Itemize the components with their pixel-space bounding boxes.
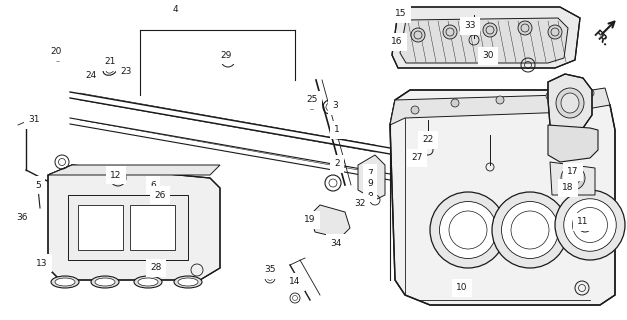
Text: 32: 32 [354, 199, 366, 209]
Ellipse shape [91, 276, 119, 288]
Circle shape [548, 25, 562, 39]
Ellipse shape [55, 278, 75, 286]
Polygon shape [310, 205, 350, 238]
Circle shape [502, 202, 559, 259]
Circle shape [561, 166, 585, 190]
Ellipse shape [138, 278, 158, 286]
Text: 10: 10 [456, 284, 468, 292]
Polygon shape [392, 7, 580, 68]
Circle shape [555, 190, 625, 260]
Text: 24: 24 [85, 70, 97, 79]
Bar [68, 195, 188, 260]
Text: 29: 29 [220, 51, 232, 60]
Circle shape [586, 89, 594, 97]
Circle shape [566, 171, 580, 185]
Text: 33: 33 [464, 21, 476, 30]
Bar [130, 205, 175, 250]
Text: 23: 23 [120, 68, 132, 76]
Text: FR.: FR. [591, 28, 611, 48]
Ellipse shape [174, 276, 202, 288]
Ellipse shape [561, 93, 579, 113]
Text: 2: 2 [334, 159, 340, 169]
Polygon shape [358, 155, 385, 200]
Circle shape [443, 25, 457, 39]
Bar [78, 205, 123, 250]
Text: 35: 35 [264, 266, 276, 275]
Polygon shape [548, 125, 598, 162]
Text: 7: 7 [367, 169, 373, 178]
Text: 14: 14 [289, 277, 301, 286]
Circle shape [411, 28, 425, 42]
Text: 11: 11 [577, 218, 589, 227]
Circle shape [110, 170, 126, 186]
Text: 31: 31 [28, 116, 40, 124]
Text: 34: 34 [330, 238, 342, 247]
Polygon shape [48, 165, 220, 175]
Text: 17: 17 [567, 167, 579, 177]
Text: 18: 18 [562, 183, 574, 193]
Text: 4: 4 [172, 5, 178, 14]
Text: 12: 12 [110, 171, 122, 180]
Polygon shape [400, 18, 568, 63]
Text: 21: 21 [104, 58, 116, 67]
Text: 6: 6 [150, 180, 156, 189]
Circle shape [518, 21, 532, 35]
Text: 25: 25 [307, 95, 318, 105]
Circle shape [492, 192, 568, 268]
Circle shape [496, 96, 504, 104]
Ellipse shape [178, 278, 198, 286]
Circle shape [546, 92, 554, 100]
Text: 13: 13 [36, 259, 48, 268]
Text: 1: 1 [334, 125, 340, 134]
Text: 26: 26 [154, 190, 166, 199]
Polygon shape [390, 88, 610, 125]
Text: 22: 22 [423, 135, 434, 145]
Ellipse shape [556, 88, 584, 118]
Text: 9: 9 [367, 179, 373, 188]
Ellipse shape [51, 276, 79, 288]
Text: 3: 3 [332, 101, 338, 110]
Text: 28: 28 [150, 263, 162, 273]
Text: 30: 30 [482, 52, 493, 60]
Circle shape [411, 106, 419, 114]
Text: 19: 19 [304, 215, 316, 225]
Text: 36: 36 [16, 213, 28, 222]
Text: 8: 8 [367, 188, 373, 197]
Circle shape [440, 202, 497, 259]
Circle shape [564, 199, 616, 251]
Circle shape [483, 23, 497, 37]
Text: 27: 27 [411, 154, 423, 163]
Text: 15: 15 [395, 10, 407, 19]
Text: 5: 5 [35, 180, 41, 189]
Text: 16: 16 [391, 37, 403, 46]
Ellipse shape [134, 276, 162, 288]
Polygon shape [550, 162, 595, 195]
Polygon shape [48, 165, 220, 280]
Ellipse shape [95, 278, 115, 286]
Polygon shape [548, 74, 592, 132]
Text: 20: 20 [50, 47, 61, 57]
Circle shape [430, 192, 506, 268]
Circle shape [451, 99, 459, 107]
Polygon shape [390, 90, 615, 305]
